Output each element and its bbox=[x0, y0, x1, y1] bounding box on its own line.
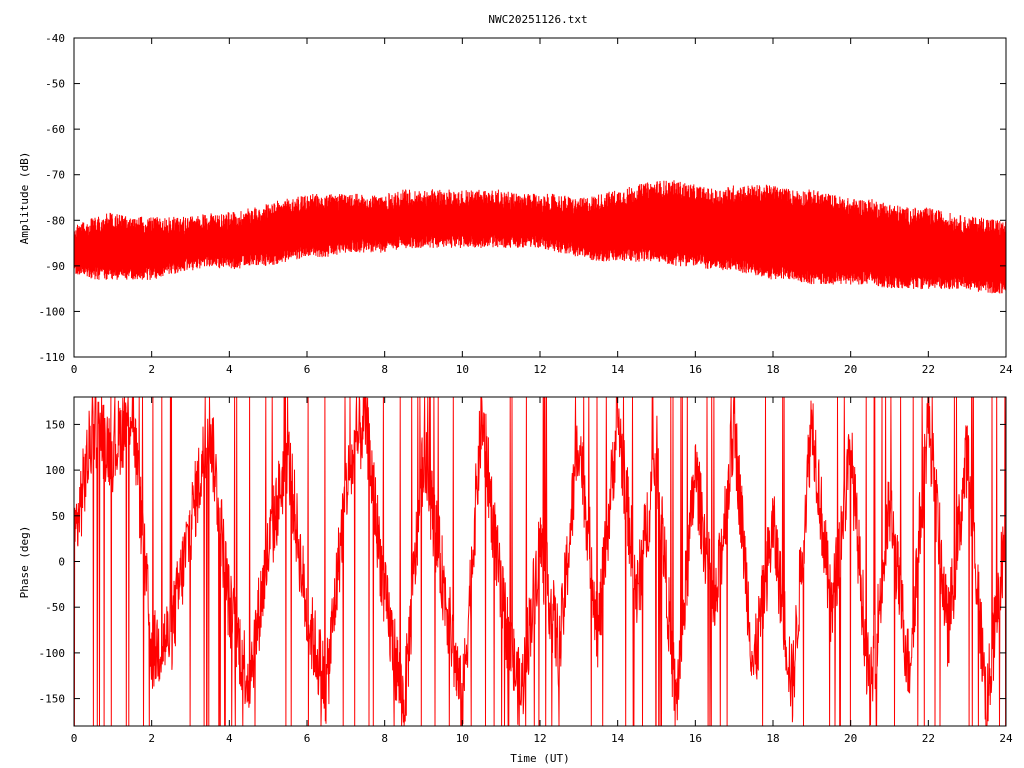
amplitude-x-tick-label: 16 bbox=[689, 363, 702, 376]
phase-x-tick-label: 16 bbox=[689, 732, 702, 745]
amplitude-x-tick-label: 22 bbox=[922, 363, 935, 376]
phase-axes: 0 2 4 6 8 10 12 14 16 18 20 22 24150100500-50-100-15… bbox=[39, 397, 1013, 745]
phase-panel: 0 2 4 6 8 10 12 14 16 18 20 22 24150100500-50-100-15… bbox=[18, 396, 1013, 765]
amplitude-y-tick-label: -110 bbox=[39, 351, 66, 364]
amplitude-y-tick-label: -80 bbox=[45, 214, 65, 227]
amplitude-x-tick-label: 0 bbox=[71, 363, 78, 376]
amplitude-axes: 0 2 4 6 8 10 12 14 16 18 20 22 24-40-50-60-70-80-90-… bbox=[39, 32, 1013, 376]
phase-x-tick-label: 4 bbox=[226, 732, 233, 745]
phase-x-tick-label: 14 bbox=[611, 732, 625, 745]
amplitude-y-tick-label: -60 bbox=[45, 123, 65, 136]
phase-x-tick-label: 6 bbox=[304, 732, 311, 745]
amplitude-series bbox=[73, 180, 1007, 294]
phase-x-tick-label: 22 bbox=[922, 732, 935, 745]
phase-y-tick-label: -150 bbox=[39, 693, 66, 706]
amplitude-x-tick-label: 12 bbox=[533, 363, 546, 376]
phase-y-tick-label: 150 bbox=[45, 418, 65, 431]
amplitude-y-tick-label: -70 bbox=[45, 169, 65, 182]
amplitude-x-tick-label: 10 bbox=[456, 363, 469, 376]
amplitude-x-tick-label: 14 bbox=[611, 363, 625, 376]
amplitude-line bbox=[73, 180, 1007, 294]
phase-x-tick-label: 8 bbox=[381, 732, 388, 745]
phase-x-tick-label: 24 bbox=[999, 732, 1013, 745]
amplitude-y-tick-label: -100 bbox=[39, 305, 66, 318]
phase-y-tick-label: 50 bbox=[52, 510, 65, 523]
amplitude-panel: 0 2 4 6 8 10 12 14 16 18 20 22 24-40-50-60-70-80-90-… bbox=[18, 32, 1013, 376]
phase-line bbox=[73, 396, 1007, 727]
amplitude-x-tick-label: 18 bbox=[766, 363, 779, 376]
amplitude-y-tick-label: -40 bbox=[45, 32, 65, 45]
phase-y-axis-label: Phase (deg) bbox=[18, 526, 31, 599]
amplitude-x-tick-label: 8 bbox=[381, 363, 388, 376]
phase-x-tick-label: 20 bbox=[844, 732, 857, 745]
phase-x-tick-label: 12 bbox=[533, 732, 546, 745]
phase-x-tick-label: 0 bbox=[71, 732, 78, 745]
amplitude-x-tick-label: 6 bbox=[304, 363, 311, 376]
x-axis-label: Time (UT) bbox=[510, 752, 570, 765]
amplitude-y-tick-label: -90 bbox=[45, 260, 65, 273]
amplitude-plot-frame bbox=[73, 37, 1007, 358]
phase-y-tick-label: 100 bbox=[45, 464, 65, 477]
phase-x-tick-label: 18 bbox=[766, 732, 779, 745]
amplitude-x-tick-label: 20 bbox=[844, 363, 857, 376]
phase-y-tick-label: -50 bbox=[45, 601, 65, 614]
amplitude-y-axis-label: Amplitude (dB) bbox=[18, 152, 31, 245]
amplitude-y-tick-label: -50 bbox=[45, 78, 65, 91]
amplitude-x-tick-label: 4 bbox=[226, 363, 233, 376]
amplitude-x-tick-label: 2 bbox=[148, 363, 155, 376]
phase-y-tick-label: -100 bbox=[39, 647, 66, 660]
phase-x-tick-label: 2 bbox=[148, 732, 155, 745]
phase-series bbox=[73, 396, 1007, 727]
phase-y-tick-label: 0 bbox=[58, 556, 65, 569]
amplitude-x-tick-label: 24 bbox=[999, 363, 1013, 376]
phase-x-tick-label: 10 bbox=[456, 732, 469, 745]
chart-title: NWC20251126.txt bbox=[488, 13, 587, 26]
